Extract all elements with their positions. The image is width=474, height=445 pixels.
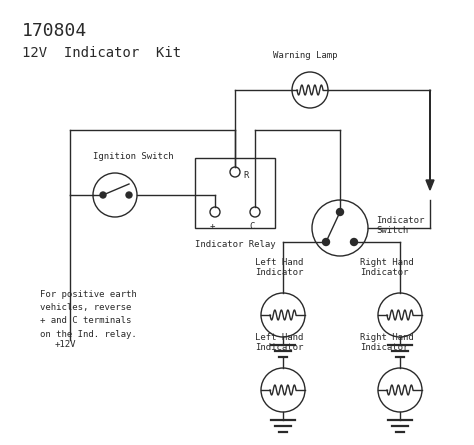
Text: Left Hand
Indicator: Left Hand Indicator <box>255 258 303 277</box>
Circle shape <box>100 192 106 198</box>
Text: 12V  Indicator  Kit: 12V Indicator Kit <box>22 46 181 60</box>
Text: For positive earth
vehicles, reverse
+ and C terminals
on the Ind. relay.: For positive earth vehicles, reverse + a… <box>40 290 137 339</box>
Text: Right Hand
Indicator: Right Hand Indicator <box>360 332 414 352</box>
Text: Right Hand
Indicator: Right Hand Indicator <box>360 258 414 277</box>
Circle shape <box>350 239 357 246</box>
Circle shape <box>322 239 329 246</box>
Text: +: + <box>210 222 215 231</box>
Circle shape <box>337 209 344 215</box>
Text: Indicator
Switch: Indicator Switch <box>376 216 424 235</box>
Text: 170804: 170804 <box>22 22 87 40</box>
Text: Warning Lamp: Warning Lamp <box>273 51 337 60</box>
Text: +12V: +12V <box>55 340 76 349</box>
FancyArrow shape <box>426 90 434 190</box>
Text: R: R <box>243 171 248 181</box>
Text: C: C <box>249 222 255 231</box>
Text: Left Hand
Indicator: Left Hand Indicator <box>255 332 303 352</box>
Bar <box>195 158 275 228</box>
Text: Ignition Switch: Ignition Switch <box>93 152 173 161</box>
Text: Indicator Relay: Indicator Relay <box>195 240 275 249</box>
Circle shape <box>126 192 132 198</box>
